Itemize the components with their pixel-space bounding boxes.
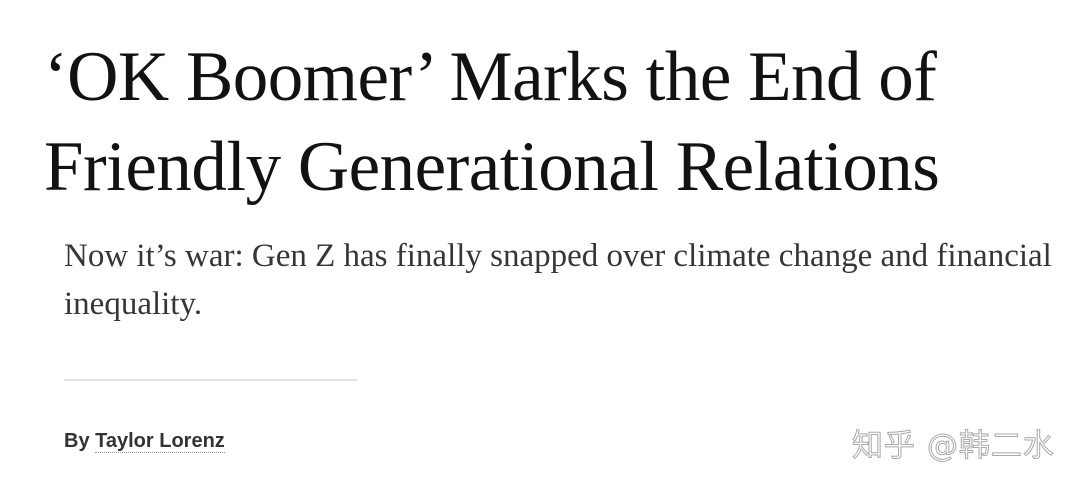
byline-prefix: By [64,430,90,452]
author-link[interactable]: Taylor Lorenz [95,430,225,453]
divider [64,379,357,381]
watermark: 知乎 @韩二水 [852,428,1055,465]
summary: Now it’s war: Gen Z has finally snapped … [64,238,1052,322]
headline: ‘OK Boomer’ Marks the End of Friendly Ge… [44,38,940,206]
byline: By Taylor Lorenz [64,430,225,453]
